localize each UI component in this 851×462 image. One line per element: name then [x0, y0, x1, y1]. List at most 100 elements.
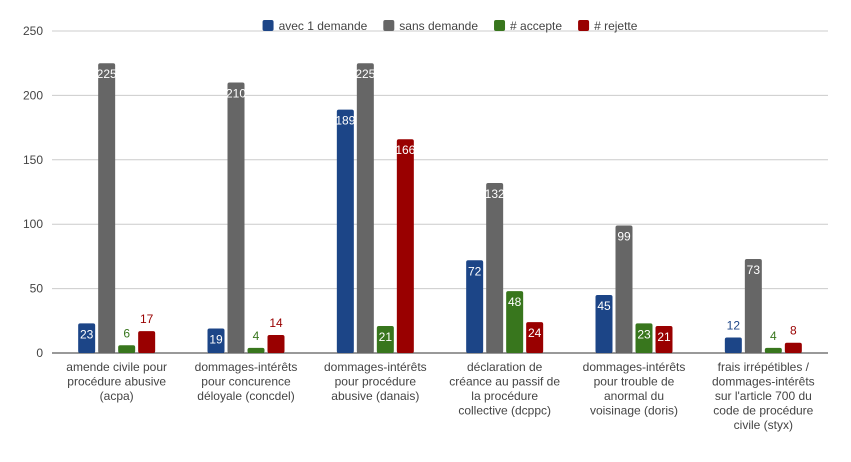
y-tick-label: 250: [23, 24, 43, 38]
x-tick-label-line: amende civile pour: [66, 360, 167, 374]
legend-swatch: [383, 20, 395, 31]
legend-item[interactable]: avec 1 demande: [262, 19, 368, 33]
data-label: 23: [80, 327, 94, 341]
data-label: 72: [468, 264, 482, 278]
x-tick-label-line: dommages-intérêts: [195, 360, 298, 374]
bar: [784, 342, 802, 353]
y-tick-label: 0: [36, 346, 43, 360]
legend-item[interactable]: # accepte: [494, 19, 562, 33]
data-label: 225: [355, 67, 375, 81]
bar: [336, 109, 354, 354]
x-tick-label-line: pour procédure: [335, 375, 417, 389]
data-label: 225: [97, 67, 117, 81]
x-tick-label-line: abusive (danais): [331, 389, 419, 403]
data-label: 23: [637, 327, 651, 341]
bar: [267, 334, 285, 353]
x-tick-label-line: pour concurence: [201, 375, 291, 389]
bar: [635, 323, 653, 353]
legend-swatch: [578, 20, 590, 31]
x-tick-label: dommages-intérêts pour concurence déloyale…: [195, 360, 298, 403]
x-tick-label-line: déclaration de: [467, 360, 543, 374]
bar: [98, 63, 116, 353]
y-tick-label: 200: [23, 88, 43, 102]
bar: [466, 260, 484, 353]
x-tick-label: frais irrépétibles / dommages-intérêts sur…: [712, 360, 815, 432]
gridlines: [52, 30, 828, 354]
bar: [138, 331, 156, 353]
data-label: 24: [528, 326, 542, 340]
data-label: 132: [485, 187, 505, 201]
x-tick-label-line: la procédure: [471, 389, 538, 403]
y-tick-label: 150: [23, 153, 43, 167]
bar: [78, 323, 96, 353]
legend-swatch: [494, 20, 506, 31]
legend-item[interactable]: sans demande: [383, 19, 478, 33]
x-tick-label-line: collective (dcppc): [458, 404, 551, 418]
data-label: 189: [335, 114, 355, 128]
legend-label: avec 1 demande: [279, 19, 368, 33]
data-label: 8: [790, 324, 797, 338]
x-tick-label-line: civile (styx): [734, 418, 793, 432]
bar: [655, 325, 673, 353]
data-label: 99: [617, 229, 631, 243]
x-tick-label-line: créance au passif de: [449, 375, 560, 389]
bar: [724, 337, 742, 353]
y-tick-label: 100: [23, 217, 43, 231]
bars: [78, 63, 802, 354]
data-label: 210: [226, 87, 246, 101]
data-label: 166: [395, 143, 415, 157]
bar: [764, 347, 782, 353]
data-label: 19: [209, 333, 223, 347]
data-label: 21: [379, 330, 393, 344]
x-tick-label-line: déloyale (concdel): [197, 389, 294, 403]
x-tick-label-line: dommages-intérêts: [712, 375, 815, 389]
bar: [356, 63, 374, 353]
bar: [247, 347, 265, 353]
bar: [595, 295, 613, 353]
bar: [526, 322, 544, 353]
x-tick-label: dommages-intérêts pour trouble de anormal …: [583, 360, 686, 418]
x-tick-label-line: dommages-intérêts: [583, 360, 686, 374]
x-tick-label-line: code de procédure: [713, 404, 813, 418]
data-label: 6: [123, 326, 130, 340]
x-tick-label-line: procédure abusive: [67, 375, 166, 389]
data-label: 12: [727, 319, 741, 333]
data-label: 17: [140, 312, 154, 326]
legend-label: sans demande: [399, 19, 478, 33]
bar: [615, 225, 633, 353]
data-labels: 2322561719210414189225211667213248244599…: [80, 67, 797, 346]
bar: [207, 328, 225, 353]
x-tick-label: dommages-intérêts pour procédure abusive (…: [324, 360, 427, 403]
legend-swatch: [262, 20, 274, 31]
x-tick-label: amende civile pour procédure abusive (acpa…: [66, 360, 167, 403]
legend-label: # rejette: [594, 19, 638, 33]
data-label: 4: [253, 329, 260, 343]
bar: [396, 139, 414, 353]
legend-label: # accepte: [510, 19, 562, 33]
x-tick-label-line: dommages-intérêts: [324, 360, 427, 374]
x-tick-label-line: voisinage (doris): [590, 404, 678, 418]
data-label: 73: [747, 263, 761, 277]
legend[interactable]: avec 1 demande sans demande # accepte # rej…: [262, 19, 638, 33]
data-label: 48: [508, 295, 522, 309]
data-label: 14: [269, 316, 283, 330]
bar: [744, 258, 762, 353]
data-label: 45: [597, 299, 611, 313]
bar: [227, 82, 245, 354]
y-axis-ticks: 0 50 100 150 200 250: [23, 24, 43, 360]
y-tick-label: 50: [30, 282, 44, 296]
x-axis-ticks: amende civile pour procédure abusive (acpa…: [66, 360, 814, 432]
legend-item[interactable]: # rejette: [578, 19, 638, 33]
x-tick-label: déclaration de créance au passif de la pro…: [449, 360, 560, 418]
bar: [118, 345, 136, 353]
data-label: 4: [770, 329, 777, 343]
x-tick-label-line: (acpa): [100, 389, 134, 403]
x-tick-label-line: sur l'article 700 du: [715, 389, 812, 403]
x-tick-label-line: anormal du: [604, 389, 664, 403]
data-label: 21: [657, 330, 671, 344]
bar: [376, 325, 394, 353]
bar: [486, 182, 504, 353]
x-tick-label-line: pour trouble de: [594, 375, 675, 389]
